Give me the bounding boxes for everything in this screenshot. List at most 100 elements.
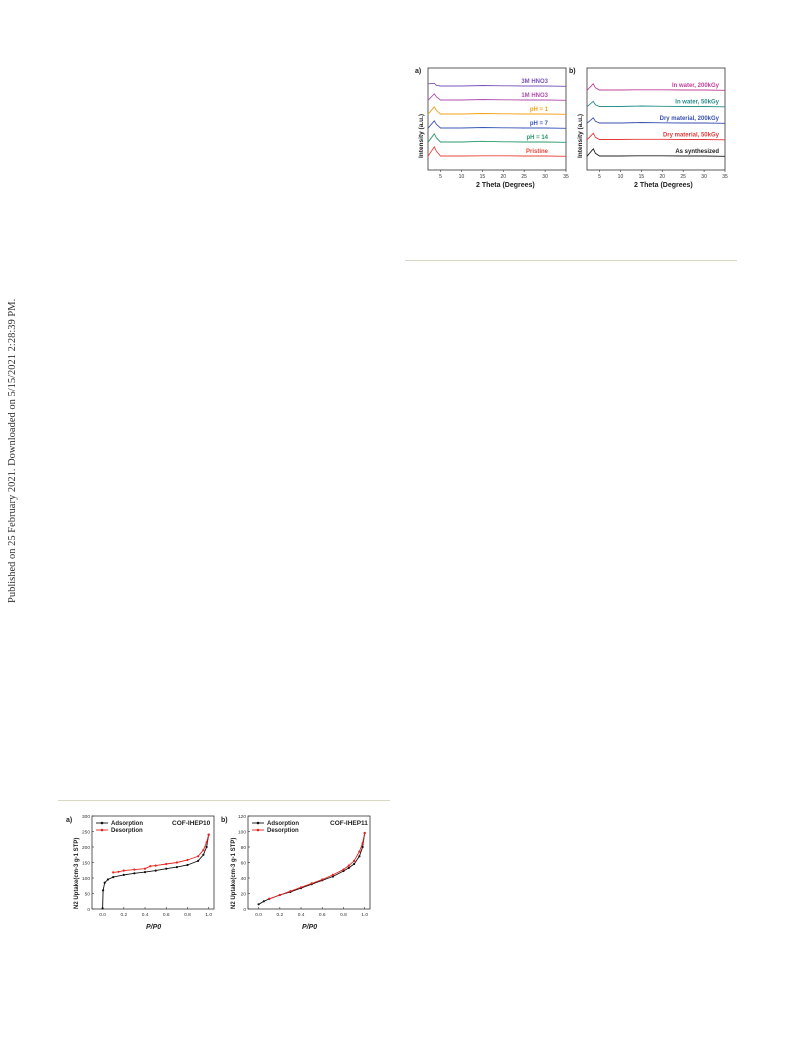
iso-a-point-adsorption [133,872,136,875]
iso-a-legend-marker [100,828,104,832]
xrd-a-frame [427,67,567,171]
iso-b-point-desorption [363,831,366,835]
iso-b-point-desorption [358,850,361,853]
iso-a-point-adsorption [154,869,157,872]
iso-a-panel-label: a) [66,817,72,824]
iso-a-point-adsorption [101,907,104,910]
xrd-a-line-ph-1 [427,106,567,115]
xrd-a-x-tick-label: 30 [542,174,548,180]
xrd-a-ylabel: Intensity (a.u.) [418,114,425,158]
iso-a-point-adsorption [143,871,147,874]
iso-b-point-desorption [299,886,303,889]
xrd-b-x-tick-label: 25 [680,174,686,180]
iso-a-point-desorption [154,864,157,867]
iso-a-point-adsorption [205,845,208,849]
iso-a-y-tick-label: 50 [85,891,91,897]
iso-b-point-desorption [353,859,356,862]
iso-a-point-desorption [197,855,200,858]
divider-top [405,260,737,261]
iso-b-point-adsorption [353,862,356,866]
iso-b-legend-marker [256,828,260,832]
xrd-b-series-labels: In water, 200kGy In water, 50kGy Dry mater… [660,83,720,155]
xrd-b-x-ticks: 5 10 15 20 25 30 35 [598,170,728,180]
iso-a-title: COF-IHEP10 [172,820,211,827]
download-notice: Published on 25 February 2021. Downloade… [3,290,25,610]
divider-bottom [58,800,390,801]
xrd-b-line-dry-material-50kgy [586,132,726,141]
iso-a-x-tick-label: 0.6 [163,912,170,918]
xrd-b-ylabel: Intensity (a.u.) [577,114,584,158]
iso-b-point-desorption [342,868,345,871]
iso-a-legend-desorption: Desorption [111,828,143,834]
xrd-figure-svg: a) Intensity (a.u.) 2 Theta (Degrees) 5 1… [415,67,728,189]
iso-b-legend-adsorption: Adsorption [267,821,299,827]
xrd-a-x-tick-label: 35 [563,174,569,180]
iso-a-point-desorption [207,833,210,836]
iso-b-y-tick-label: 100 [238,829,246,835]
iso-b-x-tick-label: 0.6 [319,912,326,918]
xrd-b-xlabel: 2 Theta (Degrees) [634,182,693,189]
iso-a-line-adsorption [102,834,210,909]
xrd-b-label-in-water-200kgy: In water, 200kGy [672,83,720,89]
iso-b-point-adsorption [361,845,364,849]
xrd-b-x-tick-label: 35 [722,174,728,180]
iso-a-y-tick-label: 0 [87,907,90,913]
iso-a-ticks: 0 50 100 150 200 250 300 0.0 0.2 0.4 0.6 0.8 1.0 [82,814,212,918]
iso-a-y-tick-label: 300 [82,814,90,820]
iso-a-legend-adsorption: Adsorption [111,821,143,827]
iso-b-point-adsorption [331,875,334,878]
iso-a-point-desorption [133,868,136,871]
iso-a-x-tick-label: 1.0 [205,912,212,918]
xrd-b-line-in-water-200kgy [586,83,726,91]
xrd-b-line-in-water-50kgy [586,100,726,108]
iso-b-y-tick-label: 20 [241,891,247,897]
iso-a-x-tick-label: 0.0 [99,912,106,918]
iso-a-point-adsorption [175,866,178,869]
iso-a-x-tick-label: 0.4 [142,912,149,918]
iso-a-y-tick-label: 200 [82,845,90,851]
xrd-a-label-ph-1: pH = 1 [530,107,549,113]
xrd-b-label-dry-material-50kgy: Dry material, 50kGy [663,133,720,139]
xrd-b-x-tick-label: 10 [618,174,624,180]
xrd-a-x-tick-label: 25 [521,174,527,180]
iso-a-point-desorption [165,862,168,866]
xrd-a-panel-label: a) [415,68,421,75]
iso-b-y-tick-label: 0 [243,907,246,913]
iso-a-legend-marker [100,821,104,825]
download-notice-text: Published on 25 February 2021. Downloade… [7,298,18,603]
iso-b-point-adsorption [262,900,265,903]
iso-a-y-tick-label: 250 [82,829,90,835]
xrd-a-label-1m-hno3: 1M HNO3 [521,93,548,99]
iso-a-ylabel: N2 Uptake(cm-3 g-1 STP) [74,838,80,909]
iso-b-point-desorption [278,893,281,897]
iso-b-point-adsorption [347,866,350,869]
iso-b-point-adsorption [257,903,260,906]
xrd-a-x-tick-label: 5 [439,174,442,180]
xrd-a-xlabel: 2 Theta (Degrees) [476,182,535,189]
iso-b-point-desorption [310,882,313,885]
iso-a-point-desorption [175,861,178,864]
xrd-a-x-tick-label: 20 [500,174,506,180]
xrd-a-label-ph-14: pH = 14 [526,135,548,141]
xrd-b-label-as-synthesized: As synthesized [675,149,719,155]
iso-b-line-desorption [269,832,366,900]
iso-a-point-desorption [112,871,115,874]
iso-a-point-desorption [143,867,147,870]
xrd-a-label-ph-7: pH = 7 [530,121,549,127]
iso-a-point-adsorption [102,889,105,892]
iso-a-point-desorption [202,849,205,852]
xrd-b-label-dry-material-200kgy: Dry material, 200kGy [660,116,720,122]
xrd-a-series [427,82,567,157]
iso-b-legend-marker [256,821,260,825]
xrd-b-panel-label: b) [569,68,576,75]
figure-xrd: a) Intensity (a.u.) 2 Theta (Degrees) 5 1… [412,62,728,194]
iso-b-y-tick-label: 80 [241,845,247,851]
iso-b-point-adsorption [358,855,361,858]
iso-b-point-desorption [289,890,292,893]
iso-b-x-tick-label: 0.0 [255,912,262,918]
iso-a-line-desorption [113,834,210,873]
iso-b-point-desorption [331,873,334,876]
iso-a-xlabel: P/P0 [146,924,161,931]
xrd-a-label-pristine: Pristine [526,149,549,155]
